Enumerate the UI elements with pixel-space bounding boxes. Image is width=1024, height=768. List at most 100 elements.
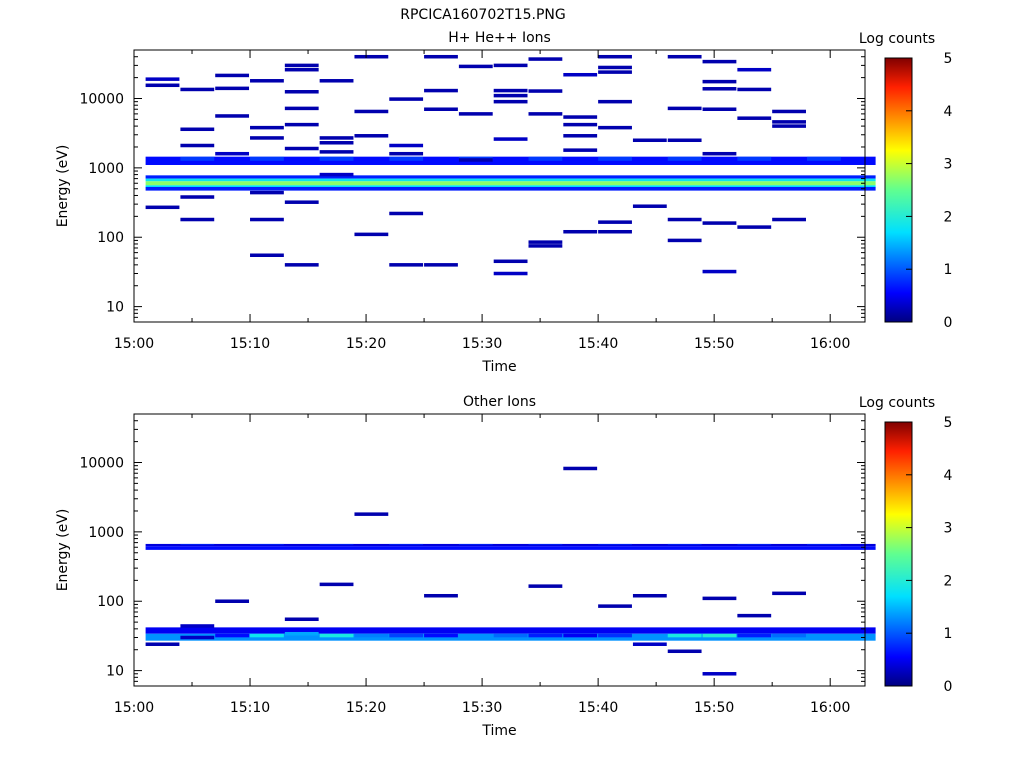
data-cell — [354, 512, 389, 516]
data-cell — [493, 271, 528, 276]
data-cell — [458, 633, 493, 638]
data-cell — [493, 633, 528, 638]
data-cell — [563, 229, 598, 234]
y-tick-label: 1000 — [88, 161, 124, 177]
data-cell — [737, 67, 772, 72]
data-cell — [667, 217, 702, 222]
band-stripe — [806, 156, 841, 161]
data-cell — [667, 633, 702, 638]
colorbar-tick-label: 1 — [944, 262, 953, 278]
colorbar — [884, 421, 913, 687]
colorbar-label: Log counts — [859, 31, 935, 47]
band-4 — [145, 185, 876, 188]
data-cell — [319, 141, 354, 145]
data-cell — [702, 59, 737, 64]
x-tick-label: 15:30 — [462, 336, 502, 352]
data-cell — [424, 54, 458, 59]
data-cell — [598, 54, 632, 59]
data-cell — [737, 225, 772, 229]
x-tick-label: 15:40 — [578, 336, 618, 352]
data-cell — [389, 97, 424, 101]
colorbar-tick-label: 2 — [944, 573, 953, 589]
data-cell — [424, 107, 458, 111]
data-cell — [493, 93, 528, 98]
band-stripe — [250, 156, 284, 161]
band-stripe — [458, 543, 493, 546]
band-stripe — [180, 543, 215, 546]
data-cell — [772, 124, 806, 128]
data-cell — [215, 86, 250, 91]
band-3 — [145, 181, 876, 186]
data-cell — [180, 195, 215, 199]
x-axis-label: Time — [481, 723, 516, 739]
data-cell — [772, 217, 806, 222]
y-tick-label: 10 — [106, 664, 124, 680]
data-cell — [284, 67, 319, 72]
data-cell — [667, 138, 702, 143]
data-cell — [702, 221, 737, 225]
x-tick-label: 16:00 — [810, 700, 850, 716]
data-cell — [215, 73, 250, 78]
data-cell — [563, 72, 598, 77]
data-cell — [563, 148, 598, 152]
data-cell — [528, 633, 563, 638]
band-1 — [145, 175, 876, 179]
data-cell — [493, 63, 528, 68]
data-cell — [389, 263, 424, 267]
data-cell — [389, 151, 424, 156]
data-cell — [145, 642, 180, 646]
x-tick-label: 16:00 — [810, 336, 850, 352]
data-cell — [424, 593, 458, 598]
colorbar — [884, 57, 913, 323]
x-tick-label: 15:20 — [346, 700, 386, 716]
data-cell — [493, 99, 528, 104]
colorbar-tick-label: 5 — [944, 51, 953, 67]
band-stripe — [667, 543, 702, 546]
band-stripe — [667, 156, 702, 161]
data-cell — [772, 120, 806, 124]
data-cell — [250, 217, 284, 222]
data-cell — [389, 633, 424, 638]
page-title: RPCICA160702T15.PNG — [400, 7, 565, 23]
data-cell — [772, 591, 806, 596]
data-cell — [250, 190, 284, 195]
data-cell — [284, 106, 319, 111]
plot-frame — [133, 413, 866, 687]
y-tick-label: 10 — [106, 300, 124, 316]
data-cell — [563, 633, 598, 638]
data-cell — [772, 633, 806, 638]
data-cell — [145, 205, 180, 210]
colorbar-tick-label: 0 — [944, 315, 953, 331]
panel-1: 15:00 15:10 15:20 15:30 15:40 15:50 16:0010100… — [55, 394, 953, 739]
data-cell — [250, 79, 284, 83]
data-cell — [667, 649, 702, 654]
data-cell — [458, 64, 493, 69]
data-cell — [493, 259, 528, 264]
data-cell — [180, 87, 215, 92]
data-cell — [528, 112, 563, 116]
band-stripe — [598, 543, 632, 546]
data-cell — [215, 114, 250, 118]
data-cell — [250, 253, 284, 258]
data-cell — [354, 109, 389, 114]
band-stripe — [389, 543, 424, 546]
data-cell — [493, 137, 528, 141]
data-cell — [354, 633, 389, 638]
colorbar-tick-label: 5 — [944, 415, 953, 431]
band-stripe — [528, 543, 563, 546]
band-5 — [145, 186, 876, 191]
data-cell — [737, 116, 772, 120]
data-cell — [215, 599, 250, 603]
data-cell — [284, 146, 319, 151]
data-cell — [424, 633, 458, 638]
data-cell — [528, 240, 563, 244]
x-tick-label: 15:00 — [114, 336, 154, 352]
band-stripe — [737, 543, 772, 546]
band-2 — [145, 178, 876, 182]
data-cell — [772, 109, 806, 114]
band-2 — [145, 627, 876, 634]
data-cell — [424, 88, 458, 93]
data-cell — [702, 633, 737, 638]
data-cell — [284, 263, 319, 267]
